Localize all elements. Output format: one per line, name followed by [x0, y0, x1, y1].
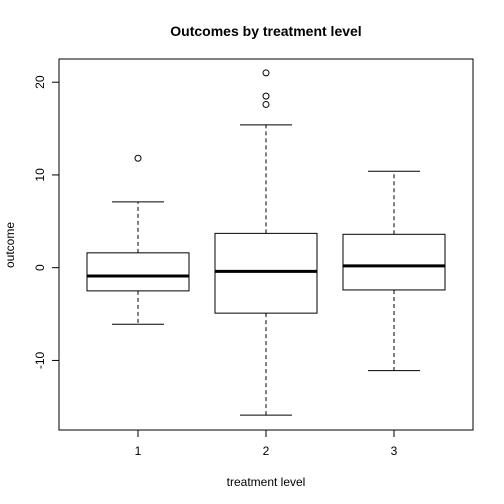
iqr-box	[214, 232, 318, 314]
chart-title: Outcomes by treatment level	[170, 23, 361, 39]
box-group-2	[214, 69, 318, 416]
y-axis-label: outcome	[3, 222, 17, 268]
iqr-box	[342, 233, 446, 291]
plot-frame	[58, 58, 474, 431]
x-axis: 1 2 3	[135, 429, 398, 458]
y-tick-label: 10	[33, 168, 47, 182]
y-axis: -10 0 10 20	[33, 75, 60, 369]
y-tick-label: 20	[33, 75, 47, 89]
outlier-point	[262, 92, 270, 100]
box-group-1	[86, 154, 190, 325]
outlier-point	[262, 69, 270, 77]
outlier-point	[134, 154, 142, 162]
x-tick-label: 2	[263, 444, 270, 458]
box-series	[86, 69, 446, 416]
outlier-point	[262, 100, 270, 108]
x-axis-label: treatment level	[227, 475, 306, 489]
x-tick-label: 1	[135, 444, 142, 458]
y-tick-label: 0	[33, 264, 47, 271]
x-tick-label: 3	[391, 444, 398, 458]
y-tick-label: -10	[33, 351, 47, 369]
box-group-3	[342, 170, 446, 372]
iqr-box	[86, 252, 190, 292]
